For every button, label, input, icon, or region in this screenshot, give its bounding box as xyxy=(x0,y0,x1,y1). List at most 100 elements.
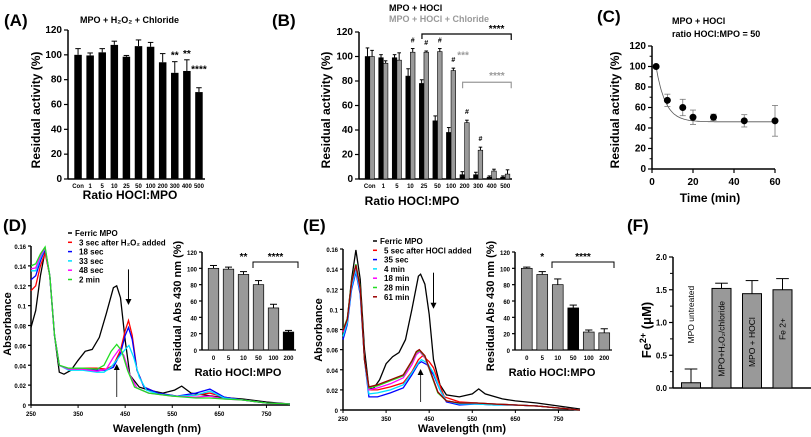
x-tick-label: 60 xyxy=(769,177,781,188)
legend-label: 4 min xyxy=(384,265,405,274)
bar-hocl xyxy=(405,75,411,180)
y-tick-label: 20 xyxy=(342,150,354,161)
bar xyxy=(551,284,564,351)
y-tick-label: 0.1 xyxy=(330,308,339,314)
y-tick-label: 0 xyxy=(23,404,27,410)
bar xyxy=(183,70,191,179)
bar-category-label: MPO+H₂O₂/chloride xyxy=(717,301,727,377)
x-tick-label: 650 xyxy=(510,417,521,423)
arrow-down-icon xyxy=(430,302,437,309)
bar-hocl-chloride xyxy=(504,173,511,180)
x-tick-label: 550 xyxy=(467,417,478,423)
panel-label-a: (A) xyxy=(4,11,28,30)
hash-marker: # xyxy=(478,136,482,143)
x-tick-label: 650 xyxy=(214,412,225,418)
y-tick-label: 0.0 xyxy=(656,384,668,393)
significance-marker: **** xyxy=(489,24,505,35)
x-tick-label: 450 xyxy=(424,417,435,423)
y-tick-label: 0.16 xyxy=(14,245,26,251)
x-tick-label: 350 xyxy=(381,417,392,423)
y-tick-label: 60 xyxy=(503,300,510,306)
x-tick-label: 20 xyxy=(687,177,699,188)
bar xyxy=(195,92,203,179)
panel-b-chart: 0 20 40 60 80 100 120 Con 1 5 10 #25 #50 #100 #200 #300… xyxy=(336,24,512,190)
spectrum-line xyxy=(30,246,291,405)
hash-marker: # xyxy=(465,109,469,116)
bar-hocl-chloride xyxy=(477,149,484,180)
x-tick-label: 5 xyxy=(101,184,105,190)
panel-f-ylabel-main: Fe xyxy=(639,343,654,358)
bar xyxy=(110,44,119,180)
spectrum-line xyxy=(342,264,581,411)
y-tick-label: 0.08 xyxy=(14,325,26,331)
bar xyxy=(598,332,611,351)
x-tick-label: Con xyxy=(72,184,84,190)
legend-label: 33 sec xyxy=(79,257,104,266)
legend-label: Ferric MPO xyxy=(380,237,423,246)
x-tick-label: 25 xyxy=(123,184,130,190)
significance-marker: ** xyxy=(240,252,248,263)
panel-b-legend-2: MPO + HOCl + Chloride xyxy=(389,14,489,24)
significance-bracket xyxy=(461,81,512,89)
significance-marker: *** xyxy=(457,51,469,62)
bar xyxy=(681,382,701,389)
x-tick-label: 10 xyxy=(554,356,561,362)
panel-d-ylabel: Absorbance xyxy=(2,292,14,356)
x-tick-label: 400 xyxy=(182,184,193,190)
significance-bracket xyxy=(421,33,512,40)
hash-marker: # xyxy=(411,38,415,45)
significance-bracket xyxy=(252,261,299,268)
data-point xyxy=(710,113,717,121)
bar-hocl xyxy=(446,132,452,180)
bar-hocl-chloride xyxy=(410,51,416,180)
x-tick-label: 50 xyxy=(255,356,262,362)
bar xyxy=(237,274,250,351)
y-tick-label: 40 xyxy=(503,316,510,322)
x-tick-label: 5 xyxy=(541,356,545,362)
panel-c-title-1: MPO + HOCl xyxy=(672,16,725,26)
spectrum-line xyxy=(30,246,291,405)
legend-label: 35 sec xyxy=(384,256,409,265)
y-tick-label: 0 xyxy=(347,174,353,185)
y-tick-label: 80 xyxy=(342,76,354,87)
legend-label: 3 sec after H₂O₂ added xyxy=(79,238,166,247)
x-tick-label: 200 xyxy=(460,184,471,190)
arrow-up-icon xyxy=(113,364,120,370)
bar-hocl xyxy=(419,83,425,180)
x-tick-label: 25 xyxy=(421,184,428,190)
y-tick-label: 0.16 xyxy=(326,248,338,254)
bar-category-label: MPO untreated xyxy=(686,286,696,344)
hash-marker: # xyxy=(438,38,442,45)
legend-label: 2 min xyxy=(79,276,100,285)
y-tick-label: 100 xyxy=(500,267,511,273)
panel-d-inset-xlabel: Ratio HOCl:MPO xyxy=(195,367,282,379)
arrow-up-icon xyxy=(417,369,424,375)
bar xyxy=(207,267,220,351)
bar xyxy=(146,46,155,180)
legend-label: 5 sec after HOCl added xyxy=(384,246,472,255)
y-tick-label: 40 xyxy=(342,125,354,136)
y-tick-label: 100 xyxy=(629,62,646,73)
panel-f-ylabel-sup: 2+ xyxy=(638,333,648,343)
y-tick-label: 0.1 xyxy=(18,305,27,311)
y-tick-label: 120 xyxy=(336,27,353,38)
y-tick-label: 80 xyxy=(635,82,647,93)
y-tick-label: 1.5 xyxy=(656,286,668,295)
bar xyxy=(282,331,295,351)
y-tick-label: 0.12 xyxy=(14,285,26,291)
x-tick-label: 50 xyxy=(570,356,577,362)
x-tick-label: 100 xyxy=(446,184,457,190)
panel-label-b: (B) xyxy=(272,11,296,30)
x-tick-label: 350 xyxy=(73,412,84,418)
y-tick-label: 120 xyxy=(500,251,511,257)
bar-hocl-chloride xyxy=(491,170,497,180)
x-tick-label: 1 xyxy=(88,184,92,190)
y-tick-label: 0.5 xyxy=(656,351,668,360)
significance-marker: **** xyxy=(191,65,207,76)
y-tick-label: 20 xyxy=(635,144,647,155)
x-tick-label: 10 xyxy=(111,184,118,190)
bar xyxy=(86,55,94,180)
bar-hocl-chloride xyxy=(383,62,389,180)
